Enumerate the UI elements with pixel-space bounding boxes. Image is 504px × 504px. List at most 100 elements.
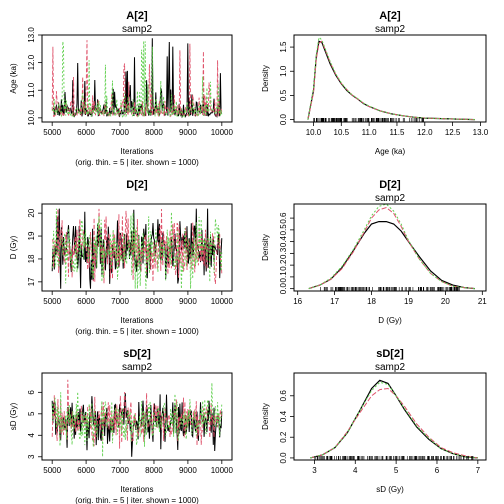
panel-subtitle: samp2: [122, 362, 152, 373]
density-series-2: [307, 40, 475, 121]
y-axis-label: Age (ka): [9, 63, 18, 94]
plot-frame: [41, 372, 233, 461]
y-axis-label: Density: [261, 403, 270, 430]
x-tick-label: 16: [293, 297, 302, 306]
x-tick-label: 7000: [111, 466, 129, 475]
y-tick-label: 18: [27, 254, 36, 263]
x-tick-label: 10000: [211, 297, 234, 306]
x-tick-label: 10000: [211, 466, 234, 475]
panel-trace-sd2: sD[2] samp2 5000 6000 7000 8000 9000 10000 3 4 5 6 I…: [9, 348, 233, 504]
y-axis-label: D (Gy): [9, 235, 18, 259]
y-tick-label: 0.0: [279, 452, 288, 464]
y-tick-label: 0.4: [279, 236, 288, 248]
density-series-3: [307, 36, 475, 121]
x-tick-label: 11.0: [362, 128, 378, 137]
rug-marks: [313, 118, 424, 122]
panel-density-d2: D[2] samp2 16 17 18 19 20 21 0.00.10.20.30.40.50…: [261, 179, 487, 325]
y-tick-label: 0.1: [279, 271, 288, 283]
caption: (orig. thin. = 5 | iter. shown = 1000): [75, 327, 199, 336]
x-axis-label: Age (ka): [375, 147, 406, 156]
plot-frame: [293, 34, 487, 123]
plot-frame: [41, 203, 233, 292]
trace-series-3: [51, 208, 223, 289]
y-tick-label: 1.0: [279, 65, 288, 77]
panel-subtitle: samp2: [375, 193, 405, 204]
x-tick-label: 5000: [43, 466, 61, 475]
y-tick-label: 0.2: [279, 259, 288, 271]
y-tick-label: 17: [27, 277, 36, 286]
density-series-3: [310, 381, 478, 459]
y-tick-label: 0.2: [279, 431, 288, 443]
x-tick-label: 6000: [77, 297, 95, 306]
panel-title: D[2]: [126, 179, 148, 191]
caption: (orig. thin. = 5 | iter. shown = 1000): [75, 496, 199, 504]
panel-subtitle: samp2: [375, 24, 405, 35]
x-tick-label: 3: [312, 466, 317, 475]
x-tick-label: 9000: [179, 466, 197, 475]
panel-title: A[2]: [126, 10, 148, 22]
x-tick-label: 6000: [77, 466, 95, 475]
x-tick-label: 5000: [43, 297, 61, 306]
x-tick-label: 7: [476, 466, 481, 475]
x-tick-label: 19: [404, 297, 413, 306]
x-tick-label: 10.5: [334, 128, 350, 137]
x-tick-label: 12.0: [417, 128, 433, 137]
x-tick-label: 4: [353, 466, 358, 475]
y-axis-label: Density: [261, 234, 270, 261]
x-axis-label: D (Gy): [378, 316, 402, 325]
panel-subtitle: samp2: [375, 362, 405, 373]
plot-frame: [41, 34, 233, 123]
x-tick-label: 12.5: [445, 128, 461, 137]
y-tick-label: 13.0: [27, 27, 36, 43]
x-tick-label: 7000: [111, 297, 129, 306]
y-tick-label: 6: [27, 390, 36, 395]
x-tick-label: 6000: [77, 128, 95, 137]
panel-trace-d2: D[2] 5000 6000 7000 8000 9000 10000 17 18 19 20 Ite…: [9, 179, 233, 336]
density-series-2: [308, 206, 475, 290]
y-tick-label: 0.0: [279, 113, 288, 125]
trace-series-1: [51, 393, 223, 457]
trace-series-2: [51, 379, 223, 449]
panel-subtitle: samp2: [122, 24, 152, 35]
x-tick-label: 8000: [145, 128, 163, 137]
panel-density-a2: A[2] samp2 10.0 10.5 11.0 11.5 12.0 12.5 13.0 0.0…: [261, 10, 489, 156]
y-tick-label: 0.3: [279, 247, 288, 259]
panel-title: sD[2]: [376, 348, 404, 360]
y-tick-label: 19: [27, 231, 36, 240]
y-tick-label: 3: [27, 454, 36, 459]
x-axis-label: Iterations: [121, 147, 154, 156]
x-tick-label: 18: [367, 297, 376, 306]
x-tick-label: 17: [330, 297, 339, 306]
trace-series-1: [51, 208, 223, 289]
x-tick-label: 10000: [211, 128, 234, 137]
y-tick-label: 0.6: [279, 390, 288, 402]
x-tick-label: 5000: [43, 128, 61, 137]
plot-frame: [293, 203, 487, 292]
panel-trace-a2: A[2] samp2 5000 6000 7000 8000 9000 10000 10.0 11…: [9, 10, 233, 167]
rug-marks: [320, 287, 460, 291]
y-tick-label: 0.5: [279, 89, 288, 101]
y-tick-label: 10.0: [27, 110, 36, 126]
panel-title: D[2]: [379, 179, 401, 191]
y-axis-label: Density: [261, 65, 270, 92]
x-tick-label: 13.0: [473, 128, 489, 137]
x-tick-label: 10.0: [306, 128, 322, 137]
y-tick-label: 12.0: [27, 54, 36, 70]
x-tick-label: 20: [441, 297, 450, 306]
x-tick-label: 8000: [145, 466, 163, 475]
x-axis-label: sD (Gy): [376, 485, 404, 494]
caption: (orig. thin. = 5 | iter. shown = 1000): [75, 158, 199, 167]
y-tick-label: 20: [27, 208, 36, 217]
panel-density-sd2: sD[2] samp2 3 4 5 6 7 0.0 0.2 0.4 0.6 sD (Gy) Densit…: [261, 348, 487, 494]
y-tick-label: 0.0: [279, 283, 288, 295]
x-axis-label: Iterations: [121, 316, 154, 325]
panel-title: sD[2]: [123, 348, 151, 360]
x-tick-label: 8000: [145, 297, 163, 306]
panel-title: A[2]: [379, 10, 401, 22]
trace-series-2: [51, 40, 223, 118]
y-axis-label: sD (Gy): [9, 402, 18, 430]
density-series-3: [308, 204, 475, 290]
x-axis-label: Iterations: [121, 485, 154, 494]
x-tick-label: 6: [435, 466, 440, 475]
